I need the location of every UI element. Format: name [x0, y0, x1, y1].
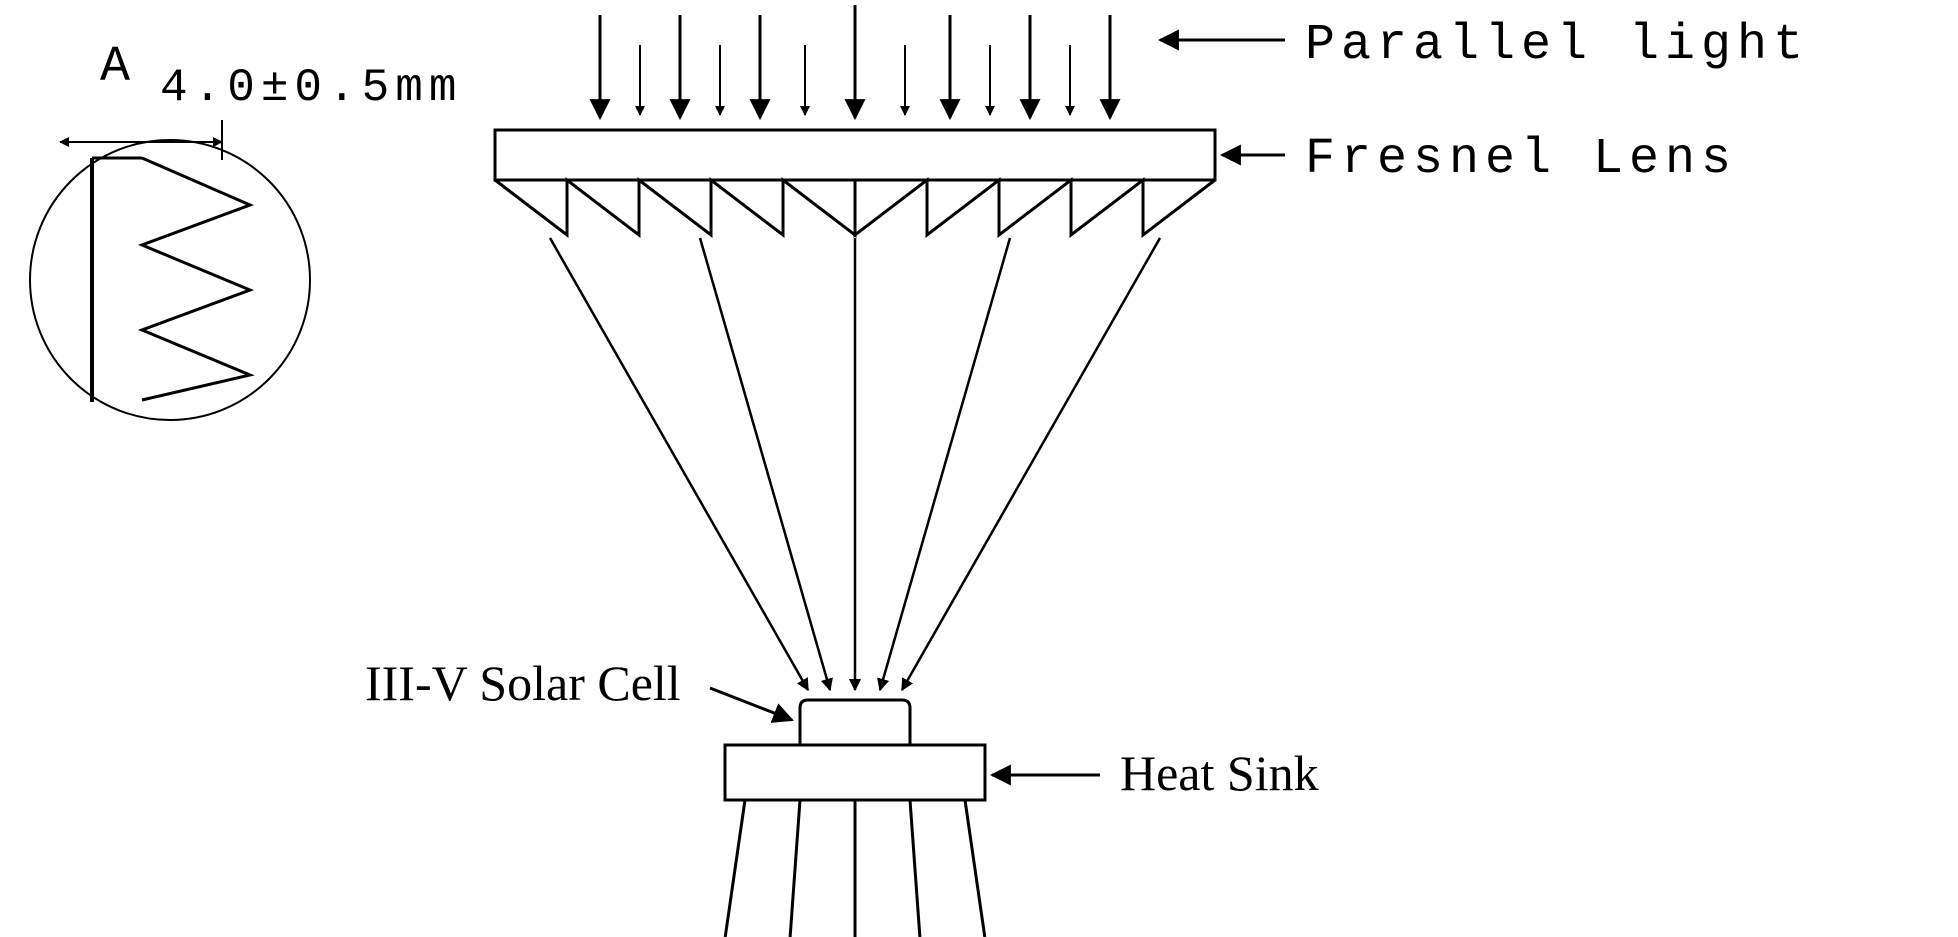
fin — [910, 800, 920, 937]
parallel-light-arrows — [600, 5, 1110, 118]
fresnel-lens-label: Fresnel Lens — [1305, 131, 1737, 188]
detail-view: A 4.0±0.5mm — [30, 39, 462, 420]
label-callouts: Parallel light Fresnel Lens III-V Solar … — [365, 17, 1809, 801]
fresnel-lens-body — [495, 130, 1215, 180]
fin — [965, 800, 985, 937]
dimension-text: 4.0±0.5mm — [160, 62, 462, 114]
solar-cell — [800, 700, 910, 745]
parallel-light-label: Parallel light — [1305, 17, 1809, 74]
detail-teeth — [142, 158, 250, 400]
fresnel-cpv-diagram: A 4.0±0.5mm Parallel li — [0, 0, 1958, 937]
heat-sink-label: Heat Sink — [1120, 745, 1319, 801]
fresnel-lens-grooves — [495, 180, 1215, 235]
main-diagram — [495, 5, 1215, 937]
ray — [700, 238, 830, 690]
solar-cell-label: III-V Solar Cell — [365, 655, 681, 711]
heat-sink-fins — [725, 800, 985, 937]
heat-sink-body — [725, 745, 985, 800]
fin — [790, 800, 800, 937]
ray — [880, 238, 1010, 690]
converging-rays — [550, 238, 1160, 690]
solar-cell-arrow — [710, 688, 792, 720]
fin — [725, 800, 745, 937]
detail-teeth-path — [142, 158, 250, 400]
ray — [550, 238, 808, 690]
detail-letter: A — [100, 39, 136, 96]
detail-circle — [30, 140, 310, 420]
ray — [902, 238, 1160, 690]
